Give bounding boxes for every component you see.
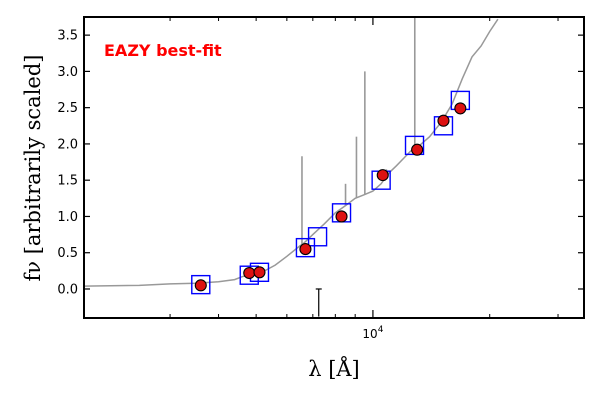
- model-photometry-box: [191, 274, 211, 295]
- y-tick-label: 3.0: [57, 65, 78, 80]
- observed-flux-point: [243, 266, 256, 280]
- observed-flux-point: [299, 243, 312, 256]
- observed-flux-point: [253, 266, 266, 279]
- y-tick-label: 2.5: [57, 101, 78, 116]
- observed-flux-point: [194, 279, 207, 292]
- x-axis-title: λ [Å]: [308, 356, 360, 381]
- annotation-label: EAZY best-fit: [104, 41, 222, 60]
- model-photometry-box: [307, 227, 328, 247]
- y-tick-label: 1.0: [57, 210, 78, 225]
- upper-limit-layer: [315, 288, 322, 317]
- y-tick-label: 1.5: [57, 174, 78, 189]
- observed-flux-point: [335, 210, 348, 223]
- x-tick-label: 104: [362, 325, 383, 341]
- observed-flux-point: [376, 169, 389, 182]
- observed-flux-point: [437, 114, 450, 127]
- observed-flux-point: [454, 102, 467, 115]
- observed-point-layer: [194, 102, 467, 292]
- y-tick-label: 2.0: [57, 137, 78, 152]
- observed-flux-point: [411, 143, 424, 156]
- y-tick-label: 0.0: [57, 282, 78, 297]
- tick-layer: 0.0 0.5 1.0 1.5 2.0 2.5 3.0 3.5 104: [57, 17, 584, 341]
- model-photometry-box: [295, 237, 316, 258]
- model-box-layer: [191, 90, 471, 295]
- plot-frame: [83, 16, 585, 319]
- y-tick-label: 3.5: [57, 29, 78, 44]
- y-tick-label: 0.5: [57, 246, 78, 261]
- y-axis-title: fν [arbitrarily scaled]: [21, 55, 45, 282]
- axes-frame: [83, 16, 585, 319]
